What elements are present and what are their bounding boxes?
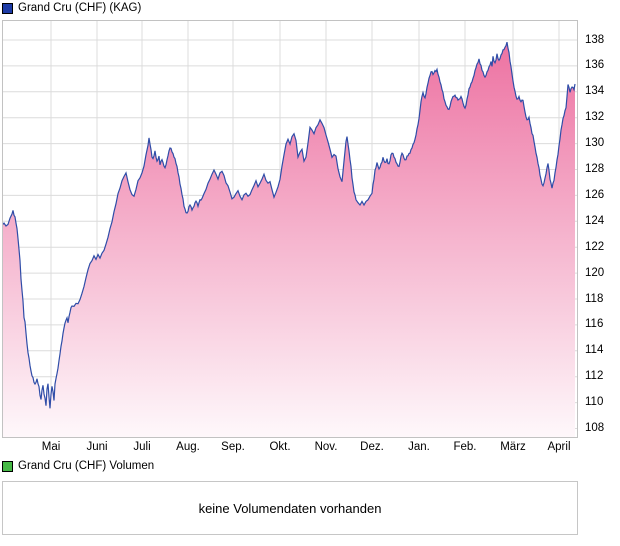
x-axis-label: April <box>547 441 571 453</box>
x-axis-label: Nov. <box>314 441 338 453</box>
y-axis-label: 114 <box>585 344 604 357</box>
y-axis-label: 120 <box>585 266 605 279</box>
price-series-legend: Grand Cru (CHF) (KAG) <box>2 2 141 14</box>
price-chart[interactable] <box>1 20 578 438</box>
volume-series-label: Grand Cru (CHF) Volumen <box>18 460 155 472</box>
x-axis-label: Feb. <box>453 441 477 453</box>
volume-empty-message: keine Volumendaten vorhanden <box>198 500 382 516</box>
x-axis-label: Mai <box>41 441 61 453</box>
y-axis-label: 108 <box>585 422 605 434</box>
x-axis-label: Aug. <box>176 441 200 453</box>
y-axis-label: 130 <box>585 137 605 150</box>
x-axis-label: Jan. <box>408 441 430 453</box>
x-axis-label: Okt. <box>269 441 291 453</box>
y-axis-label: 118 <box>585 292 604 305</box>
x-axis-label: Juni <box>86 441 108 453</box>
price-series-marker <box>2 2 13 14</box>
x-axis-label: Sep. <box>221 441 245 453</box>
y-axis-label: 116 <box>585 318 604 331</box>
y-axis-label: 126 <box>585 188 605 201</box>
x-axis-label: März <box>500 441 526 453</box>
volume-panel: keine Volumendaten vorhanden <box>2 481 578 535</box>
y-axis-label: 134 <box>585 85 605 98</box>
x-axis-label: Dez. <box>360 441 384 453</box>
x-axis-label: Juli <box>133 441 151 453</box>
y-axis-label: 138 <box>585 33 605 46</box>
volume-series-legend: Grand Cru (CHF) Volumen <box>2 460 154 472</box>
y-axis-label: 136 <box>585 59 605 72</box>
volume-series-marker <box>2 460 13 472</box>
y-axis-label: 124 <box>585 214 605 227</box>
y-axis-label: 112 <box>585 370 604 383</box>
y-axis-label: 132 <box>585 111 605 124</box>
y-axis-label: 122 <box>585 240 605 253</box>
y-axis-label: 128 <box>585 163 605 175</box>
price-series-label: Grand Cru (CHF) (KAG) <box>18 2 142 14</box>
y-axis-label: 110 <box>585 396 604 409</box>
